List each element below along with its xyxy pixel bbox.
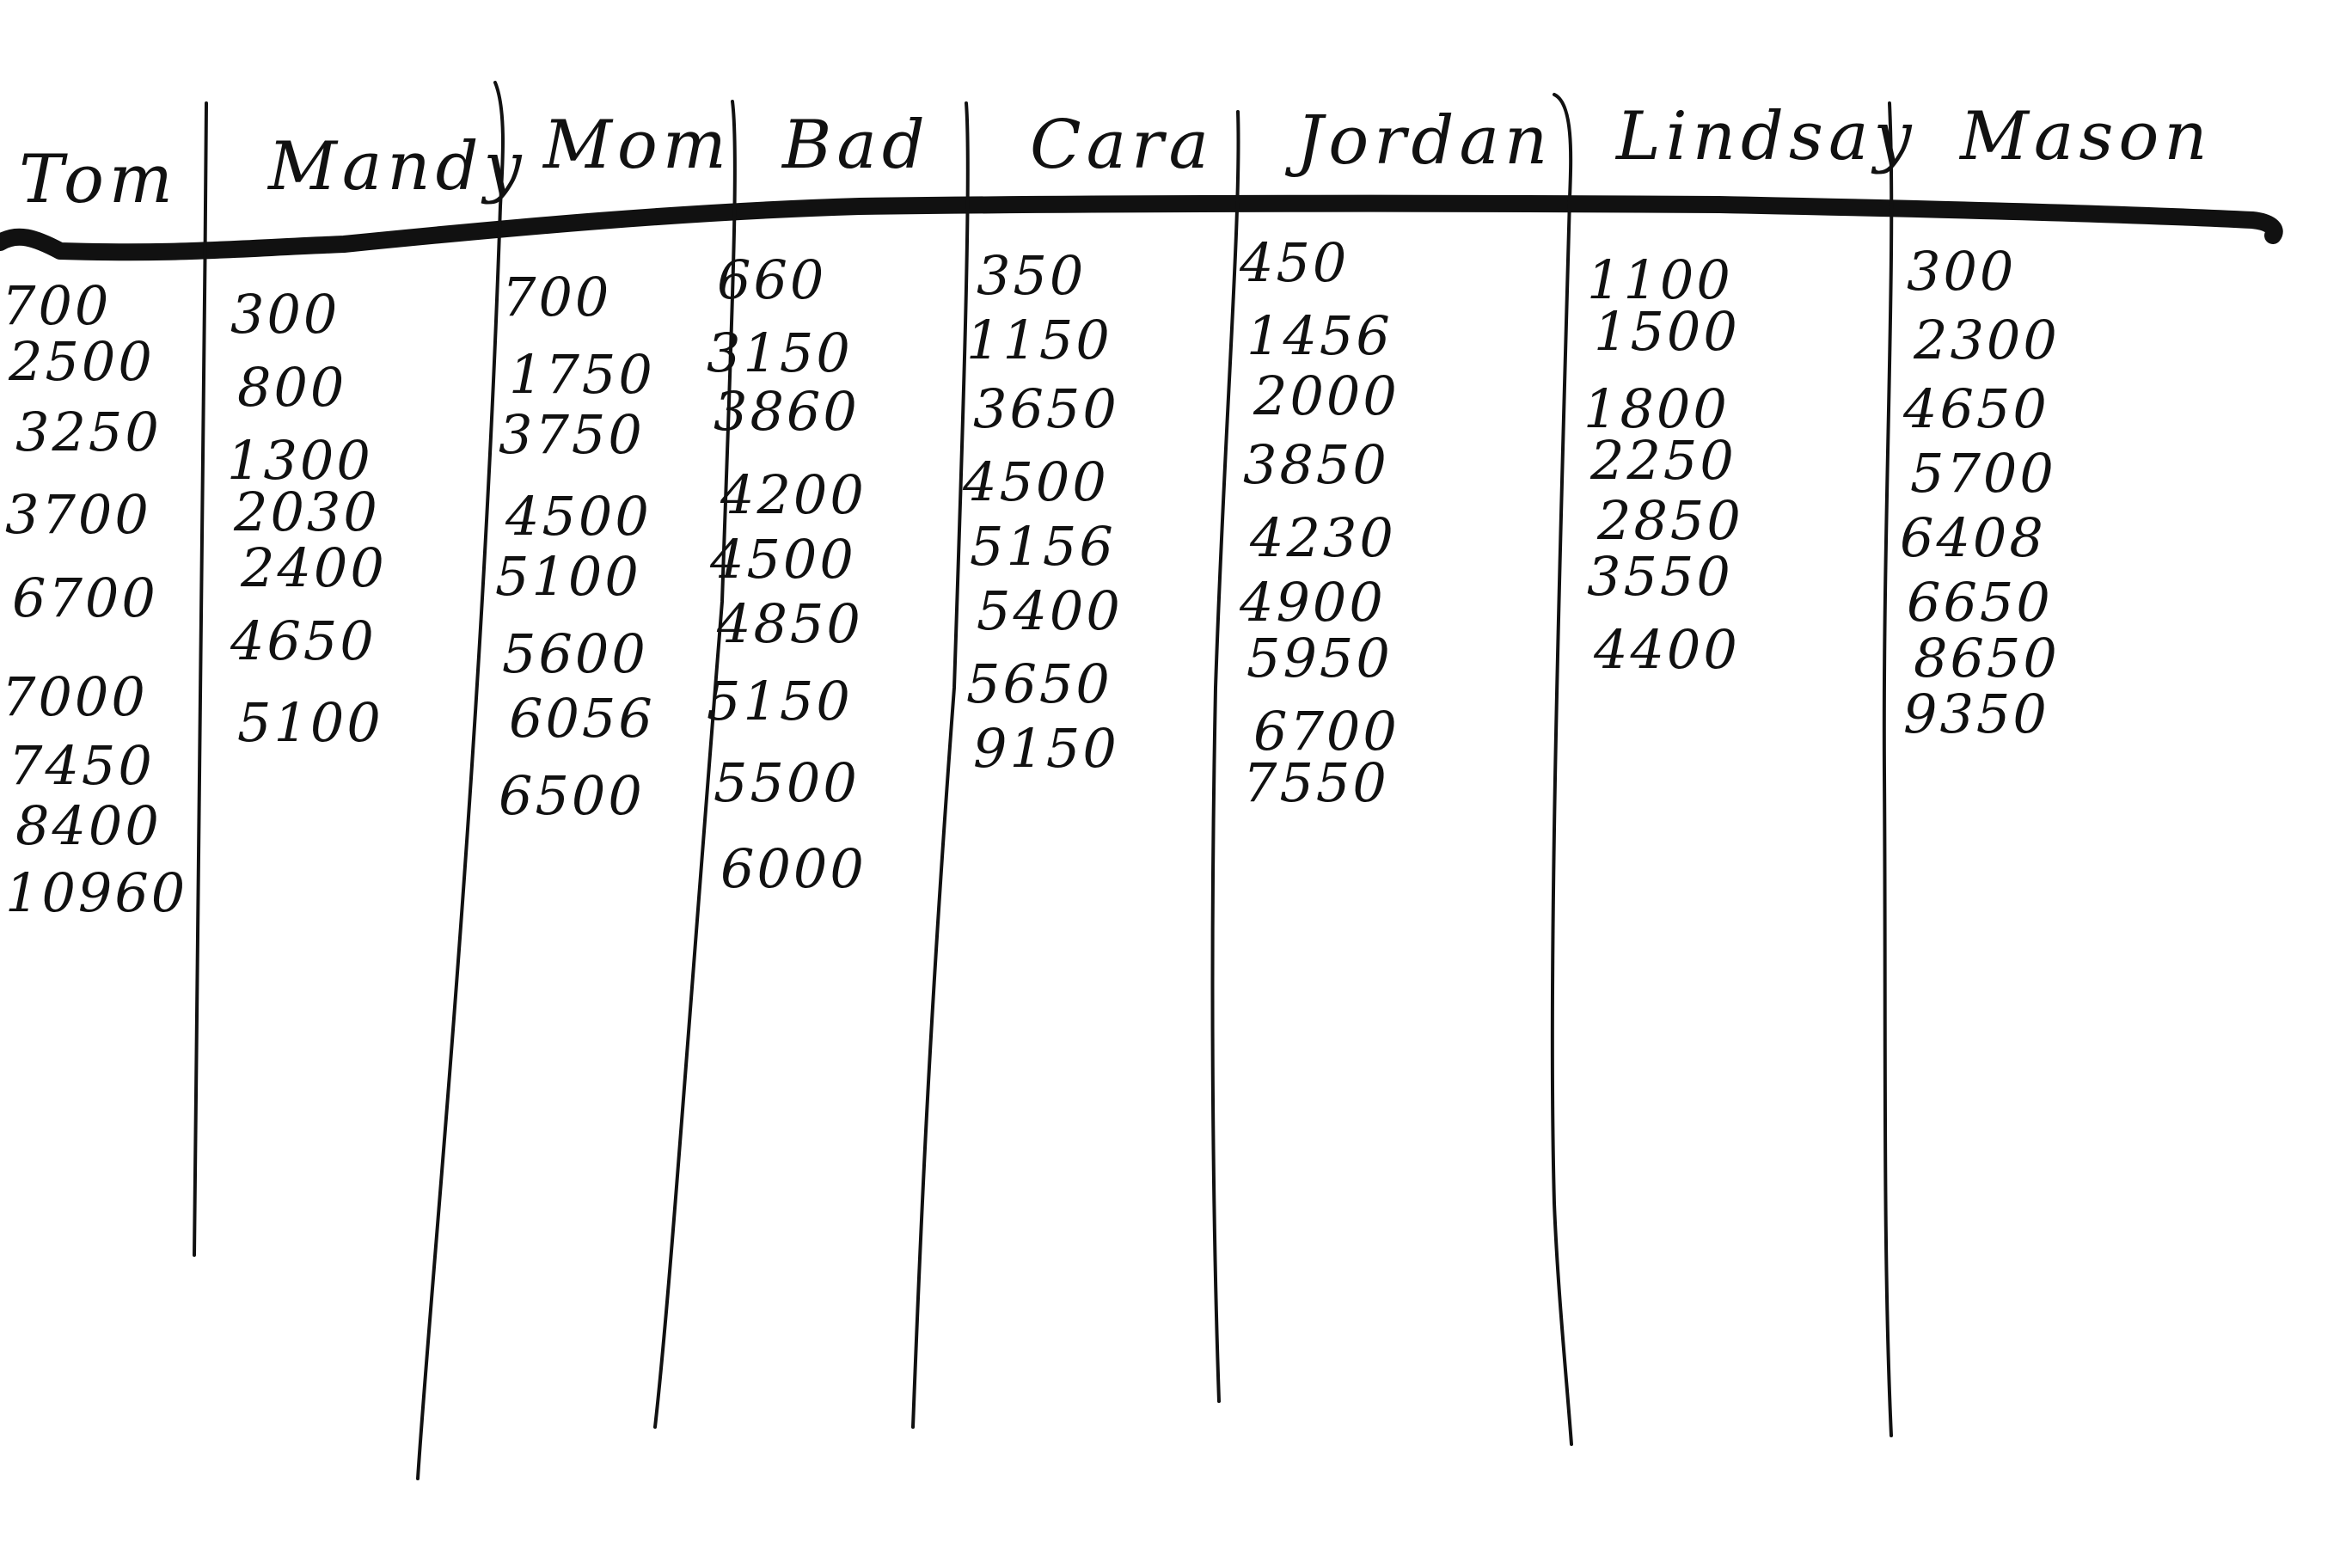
score-entry: 2030	[234, 481, 380, 543]
score-entry: 700	[2, 274, 112, 337]
score-entry: 3700	[5, 483, 151, 546]
score-entry: 1750	[509, 343, 655, 406]
score-entry: 660	[717, 248, 827, 311]
score-entry: 3550	[1587, 545, 1733, 608]
score-entry: 5150	[707, 670, 853, 732]
score-entry: 350	[977, 244, 1087, 307]
score-entry: 9150	[973, 717, 1119, 780]
score-entry: 1150	[966, 309, 1112, 371]
score-entry: 5156	[970, 515, 1116, 578]
score-entry: 2000	[1253, 364, 1400, 427]
column-divider	[653, 100, 737, 1429]
score-entry: 700	[502, 266, 612, 328]
score-entry: 1100	[1587, 248, 1733, 311]
score-entry: 2400	[241, 536, 387, 599]
column-divider	[416, 81, 505, 1480]
score-entry: 300	[1907, 240, 2017, 303]
score-entry: 3650	[973, 377, 1119, 440]
score-entry: 800	[237, 356, 347, 419]
score-entry: 6056	[509, 687, 655, 750]
column-header-bad: Bad	[782, 107, 930, 184]
score-entry: 5950	[1246, 627, 1393, 689]
score-entry: 9350	[1903, 683, 2049, 745]
score-entry: 5100	[237, 691, 383, 754]
column-header-mason: Mason	[1960, 98, 2213, 175]
score-entry: 1500	[1594, 300, 1740, 363]
score-entry: 4200	[720, 463, 867, 526]
score-entry: 5650	[966, 652, 1112, 715]
score-entry: 6650	[1907, 571, 2053, 634]
header-underline	[0, 194, 2283, 261]
score-entry: 1300	[227, 429, 373, 492]
score-entry: 6700	[1253, 700, 1400, 763]
score-entry: 2300	[1914, 309, 2060, 371]
column-divider	[1550, 93, 1573, 1446]
score-entry: 4650	[230, 609, 377, 672]
score-entry: 5500	[714, 751, 860, 814]
score-entry: 5700	[1910, 442, 2056, 505]
column-header-cara: Cara	[1030, 107, 1214, 184]
column-divider	[911, 101, 970, 1429]
score-entry: 4900	[1240, 571, 1386, 634]
column-header-lindsay: Lindsay	[1616, 98, 1917, 175]
score-entry: 5400	[977, 579, 1123, 642]
score-entry: 4500	[963, 450, 1109, 513]
score-entry: 6408	[1900, 506, 2046, 569]
score-entry: 6500	[499, 764, 645, 827]
score-entry: 4400	[1594, 618, 1740, 681]
score-entry: 5600	[502, 622, 648, 685]
score-entry: 3860	[714, 380, 860, 443]
column-divider	[1210, 110, 1240, 1403]
score-entry: 5100	[495, 545, 641, 608]
column-header-jordan: Jordan	[1296, 102, 1553, 180]
score-entry: 1800	[1583, 377, 1730, 440]
column-header-mom: Mom	[543, 107, 732, 184]
score-entry: 2250	[1590, 429, 1736, 492]
score-entry: 4500	[505, 485, 652, 548]
score-entry: 3250	[15, 401, 162, 463]
score-entry: 8400	[15, 794, 162, 857]
column-header-tom: Tom	[19, 141, 178, 218]
score-entry: 300	[230, 283, 340, 346]
score-entry: 4230	[1250, 506, 1396, 569]
score-entry: 4650	[1903, 377, 2049, 440]
score-entry: 7000	[2, 665, 148, 728]
score-entry: 6700	[12, 567, 158, 629]
score-entry: 10960	[5, 861, 188, 924]
score-entry: 8650	[1914, 627, 2060, 689]
column-divider	[193, 101, 208, 1257]
score-entry: 2850	[1597, 489, 1743, 552]
column-divider	[1882, 101, 1894, 1437]
score-entry: 7550	[1243, 751, 1389, 814]
score-entry: 3150	[707, 322, 853, 384]
score-entry: 3850	[1243, 433, 1389, 496]
score-entry: 2500	[9, 330, 155, 393]
column-header-mandy: Mandy	[268, 128, 527, 205]
score-entry: 1456	[1246, 304, 1393, 367]
score-entry: 7450	[9, 734, 155, 797]
score-entry: 6000	[720, 837, 867, 900]
score-entry: 450	[1240, 231, 1350, 294]
score-entry: 3750	[499, 403, 645, 466]
score-entry: 4500	[710, 528, 856, 591]
score-entry: 4850	[717, 592, 863, 655]
